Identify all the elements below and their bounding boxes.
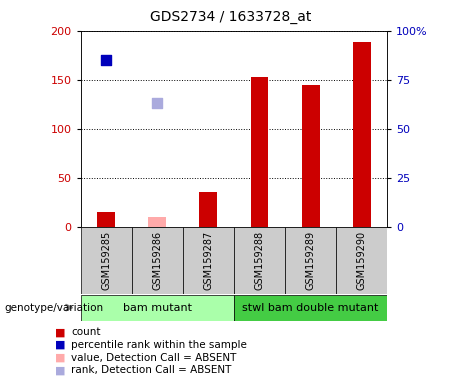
Bar <box>200 192 217 227</box>
Text: GSM159289: GSM159289 <box>306 231 316 290</box>
Bar <box>97 212 115 227</box>
Text: GSM159286: GSM159286 <box>152 231 162 290</box>
Bar <box>251 77 268 227</box>
Text: rank, Detection Call = ABSENT: rank, Detection Call = ABSENT <box>71 365 232 375</box>
Text: GSM159287: GSM159287 <box>203 230 213 290</box>
Bar <box>336 227 387 294</box>
Bar <box>234 227 285 294</box>
Text: percentile rank within the sample: percentile rank within the sample <box>71 340 248 350</box>
Text: genotype/variation: genotype/variation <box>5 303 104 313</box>
Bar <box>234 295 387 321</box>
Point <box>154 100 161 106</box>
Text: ■: ■ <box>55 327 66 337</box>
Text: count: count <box>71 327 101 337</box>
Bar <box>148 217 166 227</box>
Bar <box>183 227 234 294</box>
Bar <box>81 227 132 294</box>
Bar <box>285 227 336 294</box>
Text: bam mutant: bam mutant <box>123 303 192 313</box>
Text: ■: ■ <box>55 365 66 375</box>
Text: stwl bam double mutant: stwl bam double mutant <box>242 303 379 313</box>
Text: GSM159290: GSM159290 <box>357 231 366 290</box>
Bar <box>301 84 319 227</box>
Text: ■: ■ <box>55 340 66 350</box>
Text: value, Detection Call = ABSENT: value, Detection Call = ABSENT <box>71 353 237 362</box>
Point <box>102 57 110 63</box>
Point <box>205 12 212 18</box>
Text: GSM159285: GSM159285 <box>101 230 111 290</box>
Text: GSM159288: GSM159288 <box>254 231 265 290</box>
Bar <box>81 295 234 321</box>
Bar <box>353 43 371 227</box>
Bar <box>132 227 183 294</box>
Text: ■: ■ <box>55 353 66 362</box>
Text: GDS2734 / 1633728_at: GDS2734 / 1633728_at <box>150 10 311 23</box>
